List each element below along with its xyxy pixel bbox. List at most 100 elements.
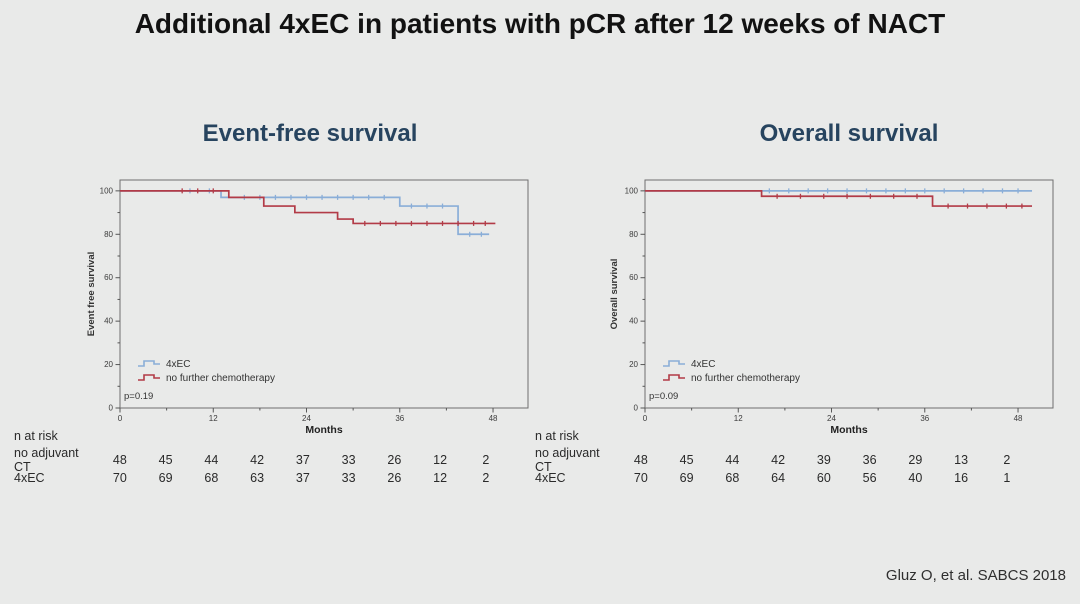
legend-item-no-further-chemotherapy: no further chemotherapy xyxy=(138,372,275,384)
risk-count: 48 xyxy=(633,453,648,467)
risk-count: 2 xyxy=(482,453,490,467)
kaplan-meier-plot-os: 0 20 40 60 80 100 0 12 24 36 48 xyxy=(625,179,1054,423)
risk-count: 44 xyxy=(204,453,219,467)
risk-count: 12 xyxy=(433,453,448,467)
p-value-efs: p=0.19 xyxy=(124,391,154,402)
risk-count: 48 xyxy=(112,453,127,467)
risk-count: 37 xyxy=(295,453,310,467)
risk-row-4xec: 4xEC 70 69 68 63 37 33 26 12 2 xyxy=(14,467,509,488)
y-tick-label: 0 xyxy=(634,404,639,413)
risk-count: 2 xyxy=(1003,453,1011,467)
x-tick-label: 12 xyxy=(209,414,218,423)
chart-title-overall-survival: Overall survival xyxy=(759,120,939,147)
risk-table-header-os: n at risk xyxy=(535,429,579,443)
risk-count: 29 xyxy=(908,453,923,467)
legend-label: no further chemotherapy xyxy=(691,372,800,384)
risk-count: 40 xyxy=(908,470,923,485)
y-tick-label: 60 xyxy=(629,273,638,282)
legend-label: 4xEC xyxy=(691,358,716,370)
km-step-icon xyxy=(138,360,160,367)
x-tick-label: 48 xyxy=(1014,414,1023,423)
km-step-icon xyxy=(663,360,685,367)
risk-count: 33 xyxy=(341,453,356,467)
risk-count: 39 xyxy=(816,453,831,467)
km-curve-no-further-chemotherapy xyxy=(120,190,496,225)
risk-count: 1 xyxy=(1003,470,1011,485)
x-axis-title-efs: Months xyxy=(305,424,343,436)
risk-count: 26 xyxy=(387,470,402,485)
legend-efs: 4xEC no further chemotherapy xyxy=(138,358,275,384)
slide-title: Additional 4xEC in patients with pCR aft… xyxy=(134,8,946,39)
risk-count: 36 xyxy=(862,453,877,467)
km-curve-no-further-chemotherapy xyxy=(645,190,1033,207)
risk-count: 69 xyxy=(679,470,694,485)
y-tick-label: 100 xyxy=(100,186,114,195)
risk-table-header-efs: n at risk xyxy=(14,429,58,443)
plot-frame xyxy=(644,179,1054,409)
risk-row-label: no adjuvant CT xyxy=(535,446,600,474)
x-tick-label: 24 xyxy=(827,414,836,423)
risk-count: 42 xyxy=(250,453,265,467)
y-tick-label: 80 xyxy=(104,230,113,239)
legend-item-4xec: 4xEC xyxy=(138,358,275,370)
legend-item-4xec: 4xEC xyxy=(663,358,800,370)
risk-count: 45 xyxy=(158,453,173,467)
risk-count: 26 xyxy=(387,453,402,467)
x-tick-label: 12 xyxy=(734,414,743,423)
x-tick-label: 36 xyxy=(395,414,404,423)
y-tick-label: 100 xyxy=(625,186,639,195)
risk-count: 13 xyxy=(954,453,969,467)
y-tick-label: 20 xyxy=(629,360,638,369)
risk-count: 12 xyxy=(433,470,448,485)
risk-count: 33 xyxy=(341,470,356,485)
risk-count: 16 xyxy=(954,470,969,485)
risk-row-label: no adjuvant CT xyxy=(14,446,79,474)
y-tick-label: 60 xyxy=(104,273,113,282)
risk-row-label: 4xEC xyxy=(14,470,45,485)
risk-count: 63 xyxy=(250,470,265,485)
risk-count: 37 xyxy=(295,470,310,485)
risk-count: 68 xyxy=(725,470,740,485)
km-step-icon xyxy=(138,374,160,381)
y-axis-title-os: Overall survival xyxy=(609,258,620,330)
y-tick-label: 20 xyxy=(104,360,113,369)
risk-count: 68 xyxy=(204,470,219,485)
risk-row-label: 4xEC xyxy=(535,470,566,485)
plot-frame xyxy=(119,179,529,409)
legend-item-no-further-chemotherapy: no further chemotherapy xyxy=(663,372,800,384)
kaplan-meier-plot-efs: 0 20 40 60 80 100 0 12 24 36 48 xyxy=(100,179,529,423)
x-tick-label: 36 xyxy=(920,414,929,423)
x-tick-label: 24 xyxy=(302,414,311,423)
risk-count: 56 xyxy=(862,470,877,485)
legend-label: 4xEC xyxy=(166,358,191,370)
risk-table-efs: no adjuvant CT 48 45 44 42 37 33 26 12 2 4xEC 70 69 6… xyxy=(14,446,509,488)
y-tick-label: 40 xyxy=(629,317,638,326)
risk-count: 44 xyxy=(725,453,740,467)
chart-title-event-free-survival: Event-free survival xyxy=(202,120,418,147)
risk-count: 69 xyxy=(158,470,173,485)
risk-count: 60 xyxy=(816,470,831,485)
km-curve-4xec xyxy=(120,190,490,236)
risk-row-no-adjuvant-ct: no adjuvant CT 48 45 44 42 37 33 26 12 2 xyxy=(14,446,509,474)
risk-count: 70 xyxy=(633,470,648,485)
legend-label: no further chemotherapy xyxy=(166,372,275,384)
risk-count: 42 xyxy=(771,453,786,467)
risk-row-4xec: 4xEC 70 69 68 64 60 56 40 16 1 xyxy=(535,467,1030,488)
y-tick-label: 80 xyxy=(629,230,638,239)
citation: Gluz O, et al. SABCS 2018 xyxy=(885,567,1066,584)
x-tick-label: 0 xyxy=(643,414,648,423)
risk-count: 2 xyxy=(482,470,490,485)
legend-os: 4xEC no further chemotherapy xyxy=(663,358,800,384)
y-tick-label: 40 xyxy=(104,317,113,326)
p-value-os: p=0.09 xyxy=(649,391,679,402)
risk-row-no-adjuvant-ct: no adjuvant CT 48 45 44 42 39 36 29 13 2 xyxy=(535,446,1030,474)
y-axis-title-efs: Event free survival xyxy=(86,251,97,337)
risk-count: 45 xyxy=(679,453,694,467)
x-tick-label: 0 xyxy=(118,414,123,423)
risk-table-os: no adjuvant CT 48 45 44 42 39 36 29 13 2 4xEC 70 69 6… xyxy=(535,446,1030,488)
risk-count: 64 xyxy=(771,470,786,485)
risk-count: 70 xyxy=(112,470,127,485)
y-tick-label: 0 xyxy=(109,404,114,413)
x-axis-title-os: Months xyxy=(830,424,868,436)
